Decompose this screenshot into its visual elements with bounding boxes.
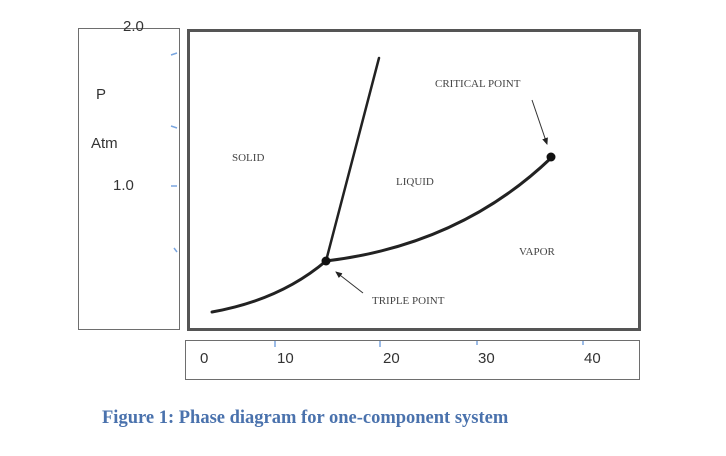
plot-area <box>187 29 641 331</box>
x-tick-label-20: 20 <box>383 350 400 367</box>
y-tick-label-1: 1.0 <box>113 177 134 194</box>
y-tick-label-2: 2.0 <box>123 18 144 35</box>
figure-caption: Figure 1: Phase diagram for one-componen… <box>102 408 509 428</box>
y-axis-label-p: P <box>96 86 107 103</box>
x-tick-label-30: 30 <box>478 350 495 367</box>
x-tick-label-0: 0 <box>200 350 209 367</box>
y-axis-panel <box>78 28 180 330</box>
x-axis-panel <box>185 340 640 380</box>
y-axis-label-unit: Atm <box>91 135 118 152</box>
x-tick-label-10: 10 <box>277 350 294 367</box>
x-tick-label-40: 40 <box>584 350 601 367</box>
